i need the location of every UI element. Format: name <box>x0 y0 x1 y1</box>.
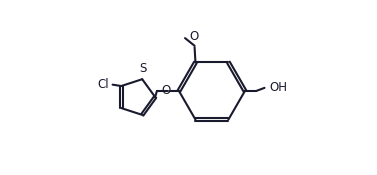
Text: S: S <box>139 62 146 75</box>
Text: Cl: Cl <box>97 78 109 91</box>
Text: OH: OH <box>270 81 287 94</box>
Text: O: O <box>162 85 171 97</box>
Text: O: O <box>189 30 198 43</box>
